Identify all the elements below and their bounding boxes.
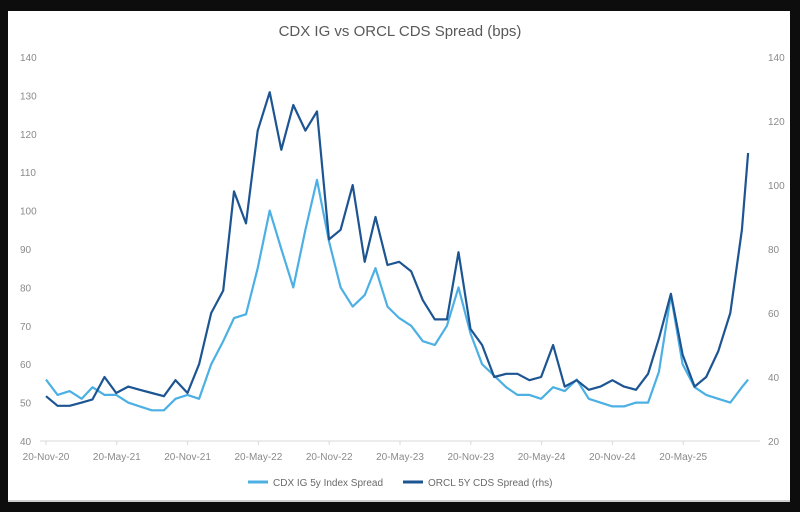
x-tick-label: 20-May-21 <box>93 452 141 463</box>
legend-label: CDX IG 5y Index Spread <box>273 478 383 489</box>
x-tick-label: 20-May-24 <box>518 452 566 463</box>
y-left-tick-label: 120 <box>20 130 37 141</box>
chart-panel <box>8 11 790 502</box>
y-left-tick-label: 60 <box>20 360 32 371</box>
y-left-tick-label: 80 <box>20 283 32 294</box>
x-tick-label: 20-May-22 <box>234 452 282 463</box>
series-line-cdx <box>45 178 749 412</box>
x-tick-label: 20-Nov-24 <box>589 452 636 463</box>
y-left-tick-label: 70 <box>20 322 32 333</box>
x-tick-label: 20-Nov-22 <box>306 452 353 463</box>
y-left-tick-label: 140 <box>20 53 37 64</box>
y-right-tick-label: 140 <box>768 53 785 64</box>
x-tick-label: 20-May-25 <box>659 452 707 463</box>
y-left-tick-label: 110 <box>20 168 36 179</box>
y-left-tick-label: 100 <box>20 207 37 218</box>
y-left-tick-label: 90 <box>20 245 32 256</box>
x-tick-label: 20-Nov-21 <box>164 452 211 463</box>
x-tick-label: 20-May-23 <box>376 452 424 463</box>
series-line-orcl <box>45 91 750 407</box>
legend-label: ORCL 5Y CDS Spread (rhs) <box>428 478 553 489</box>
chart-title: CDX IG vs ORCL CDS Spread (bps) <box>279 23 522 40</box>
y-left-tick-label: 40 <box>20 437 32 448</box>
x-tick-label: 20-Nov-20 <box>23 452 70 463</box>
y-right-tick-label: 120 <box>768 117 785 128</box>
y-right-tick-label: 100 <box>768 181 785 192</box>
y-right-tick-label: 80 <box>768 245 780 256</box>
y-left-tick-label: 130 <box>20 91 37 102</box>
y-left-tick-label: 50 <box>20 399 32 410</box>
y-right-tick-label: 20 <box>768 437 780 448</box>
y-right-tick-label: 60 <box>768 309 780 320</box>
y-right-tick-label: 40 <box>768 373 780 384</box>
x-tick-label: 20-Nov-23 <box>447 452 494 463</box>
